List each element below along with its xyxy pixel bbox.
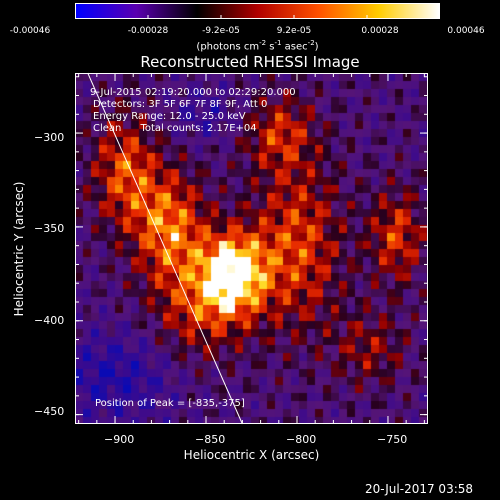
y-tick-label-2: −400	[34, 314, 65, 327]
colorbar-units: (photons cm-2 s-1 asec-2)	[75, 39, 440, 52]
plot-frame	[75, 73, 428, 424]
x-axis-label: Heliocentric X (arcsec)	[183, 448, 320, 462]
x-tick-label-2: −800	[286, 433, 317, 446]
annotation-energy: Energy Range: 12.0 - 25.0 keV	[93, 111, 246, 122]
annotation-time: 9-Jul-2015 02:19:20.000 to 02:29:20.000	[90, 87, 296, 98]
units-sup1: -2	[259, 39, 267, 47]
colorbar-gradient	[75, 3, 440, 19]
y-axis-label: Heliocentric Y (arcsec)	[12, 181, 26, 317]
annotation-clean: Clean Total counts: 2.17E+04	[93, 123, 257, 134]
plot-overlay	[75, 72, 428, 425]
units-mid: s	[266, 41, 275, 53]
cb-tick-1: -0.00028	[127, 26, 169, 36]
cb-tick-4: 0.00028	[361, 26, 399, 36]
cb-tick-3: 9.2e-05	[276, 26, 312, 36]
x-tick-label-1: −850	[195, 433, 226, 446]
units-text: (photons cm	[196, 41, 260, 53]
footer-timestamp: 20-Jul-2017 03:58	[365, 482, 474, 496]
colorbar	[75, 3, 440, 19]
colorbar-tickmarks	[75, 15, 440, 19]
chart-title: Reconstructed RHESSI Image	[140, 53, 360, 71]
units-close: )	[314, 41, 319, 53]
units-sup3: -2	[307, 39, 315, 47]
cb-tick-5: 0.00046	[447, 26, 485, 36]
x-tick-label-0: −900	[104, 433, 135, 446]
y-tick-label-3: −450	[34, 405, 65, 418]
units-end: asec	[281, 41, 308, 53]
solar-limb-line	[87, 72, 243, 425]
y-tick-label-1: −350	[34, 222, 65, 235]
annotation-peak: Position of Peak = [-835,-375]	[95, 398, 245, 409]
annotation-detectors: Detectors: 3F 5F 6F 7F 8F 9F, Att 0	[93, 99, 268, 110]
cb-tick-2: -9.2e-05	[202, 26, 240, 36]
plot-area: 9-Jul-2015 02:19:20.000 to 02:29:20.000 …	[75, 72, 428, 425]
y-tick-label-0: −300	[34, 131, 65, 144]
cb-tick-0: -0.00046	[9, 26, 51, 36]
heatmap-canvas	[75, 73, 428, 424]
x-tick-label-3: −750	[377, 433, 408, 446]
units-sup2: -1	[274, 39, 282, 47]
